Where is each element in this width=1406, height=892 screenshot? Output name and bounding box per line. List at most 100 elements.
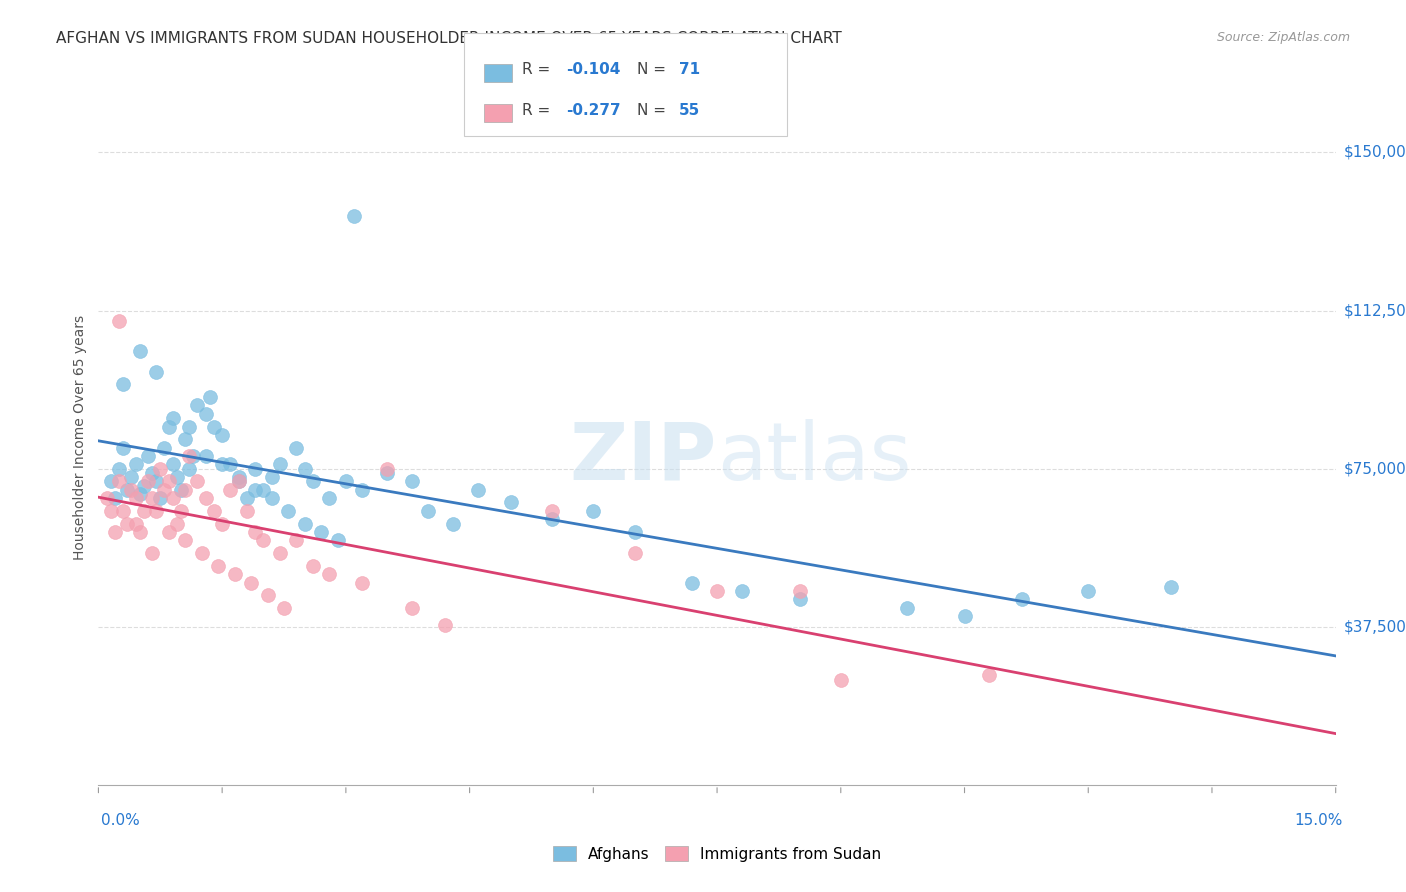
- Point: [375, 466, 398, 480]
- Text: R =: R =: [522, 62, 555, 78]
- Point: [202, 419, 225, 434]
- Text: 71: 71: [679, 62, 700, 78]
- Point: [582, 504, 605, 518]
- Point: [198, 390, 221, 404]
- Point: [260, 491, 283, 506]
- Point: [467, 483, 489, 497]
- Point: [830, 673, 852, 687]
- Point: [157, 419, 180, 434]
- Point: [162, 491, 184, 506]
- Point: [243, 461, 266, 475]
- Point: [1011, 592, 1033, 607]
- Point: [153, 483, 176, 497]
- Point: [318, 491, 340, 506]
- Point: [141, 466, 163, 480]
- Point: [285, 441, 308, 455]
- Point: [149, 461, 172, 475]
- Point: [1160, 580, 1182, 594]
- Point: [179, 461, 201, 475]
- Point: [124, 458, 146, 472]
- Point: [335, 475, 357, 489]
- Text: Source: ZipAtlas.com: Source: ZipAtlas.com: [1216, 31, 1350, 45]
- Point: [953, 609, 976, 624]
- Point: [120, 470, 142, 484]
- Point: [104, 524, 127, 539]
- Point: [896, 600, 918, 615]
- Point: [112, 504, 135, 518]
- Point: [441, 516, 464, 531]
- Point: [136, 449, 159, 463]
- Point: [108, 475, 131, 489]
- Point: [294, 516, 316, 531]
- Point: [343, 209, 366, 223]
- Point: [219, 483, 242, 497]
- Point: [149, 491, 172, 506]
- Point: [302, 475, 325, 489]
- Legend: Afghans, Immigrants from Sudan: Afghans, Immigrants from Sudan: [547, 839, 887, 868]
- Point: [128, 524, 150, 539]
- Text: -0.104: -0.104: [567, 62, 621, 78]
- Point: [157, 524, 180, 539]
- Point: [285, 533, 308, 548]
- Text: 15.0%: 15.0%: [1295, 814, 1343, 828]
- Point: [228, 470, 250, 484]
- Point: [174, 533, 197, 548]
- Point: [117, 483, 139, 497]
- Text: N =: N =: [637, 62, 671, 78]
- Point: [162, 411, 184, 425]
- Point: [104, 491, 127, 506]
- Point: [124, 516, 146, 531]
- Point: [243, 524, 266, 539]
- Point: [132, 478, 155, 492]
- Text: $37,500: $37,500: [1344, 619, 1406, 634]
- Point: [190, 546, 212, 560]
- Point: [153, 441, 176, 455]
- Text: $112,500: $112,500: [1344, 303, 1406, 318]
- Point: [117, 516, 139, 531]
- Point: [352, 483, 374, 497]
- Y-axis label: Householder Income Over 65 years: Householder Income Over 65 years: [73, 315, 87, 559]
- Point: [211, 428, 233, 442]
- Point: [240, 575, 263, 590]
- Text: $75,000: $75,000: [1344, 461, 1406, 476]
- Point: [541, 504, 564, 518]
- Point: [433, 617, 456, 632]
- Text: 55: 55: [679, 103, 700, 118]
- Point: [132, 504, 155, 518]
- Point: [157, 475, 180, 489]
- Point: [252, 483, 274, 497]
- Point: [145, 365, 167, 379]
- Point: [179, 419, 201, 434]
- Point: [128, 343, 150, 358]
- Point: [162, 458, 184, 472]
- Point: [181, 449, 204, 463]
- Point: [706, 584, 728, 599]
- Point: [145, 475, 167, 489]
- Point: [207, 558, 229, 573]
- Point: [979, 668, 1001, 682]
- Point: [120, 483, 142, 497]
- Point: [194, 491, 217, 506]
- Point: [174, 432, 197, 446]
- Point: [170, 483, 193, 497]
- Point: [1077, 584, 1099, 599]
- Point: [170, 504, 193, 518]
- Point: [277, 504, 299, 518]
- Text: N =: N =: [637, 103, 671, 118]
- Point: [174, 483, 197, 497]
- Point: [309, 524, 332, 539]
- Point: [273, 600, 295, 615]
- Text: 0.0%: 0.0%: [101, 814, 141, 828]
- Text: atlas: atlas: [717, 419, 911, 497]
- Point: [401, 475, 423, 489]
- Text: R =: R =: [522, 103, 555, 118]
- Point: [623, 524, 645, 539]
- Point: [145, 504, 167, 518]
- Point: [352, 575, 374, 590]
- Point: [141, 546, 163, 560]
- Point: [219, 458, 242, 472]
- Point: [124, 491, 146, 506]
- Point: [789, 584, 811, 599]
- Text: ZIP: ZIP: [569, 419, 717, 497]
- Text: $150,000: $150,000: [1344, 145, 1406, 160]
